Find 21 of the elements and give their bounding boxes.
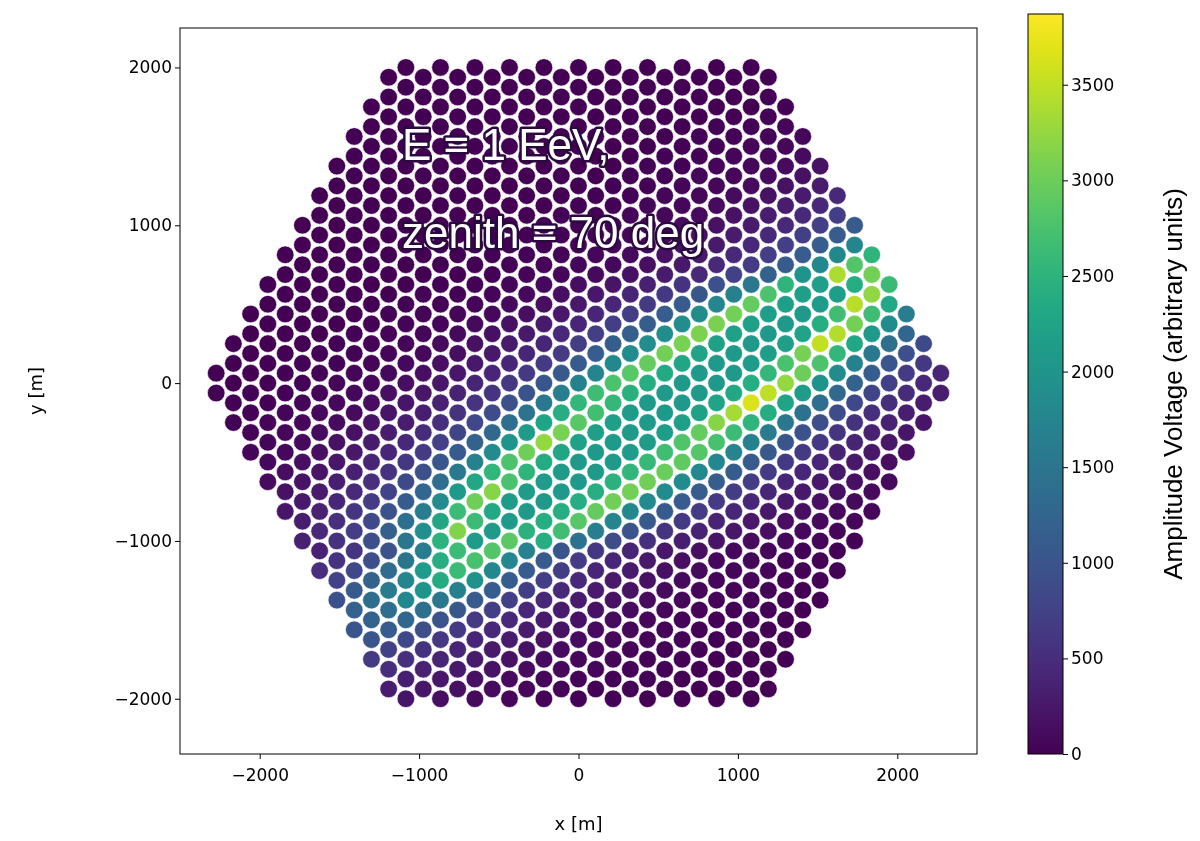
x-tick-label: 1000 xyxy=(716,764,761,785)
y-tick-label: 2000 xyxy=(128,57,172,78)
y-axis-title: y [m] xyxy=(25,367,46,415)
x-tick-label: −2000 xyxy=(231,764,289,785)
color-bar-label: 3500 xyxy=(1071,74,1115,95)
color-bar-title: Amplitude Voltage (arbitrary units) xyxy=(1158,188,1188,580)
y-tick-label: −1000 xyxy=(114,530,172,551)
y-tick-label: 0 xyxy=(161,373,172,394)
color-bar-label: 0 xyxy=(1071,743,1082,764)
x-tick-label: 0 xyxy=(573,764,585,785)
color-bar-label: 1000 xyxy=(1071,552,1115,573)
y-tick-label: −2000 xyxy=(114,688,172,709)
y-tick-label: 1000 xyxy=(128,215,172,236)
color-bar-label: 1500 xyxy=(1071,457,1115,478)
color-bar-label: 500 xyxy=(1071,648,1104,669)
x-tick-label: 2000 xyxy=(876,764,920,785)
color-bar-label: 3000 xyxy=(1071,170,1115,191)
x-axis-title: x [m] xyxy=(554,813,603,834)
color-bar-label: 2000 xyxy=(1071,361,1115,382)
color-bar-label: 2500 xyxy=(1071,265,1115,286)
x-tick-label: −1000 xyxy=(390,764,449,785)
